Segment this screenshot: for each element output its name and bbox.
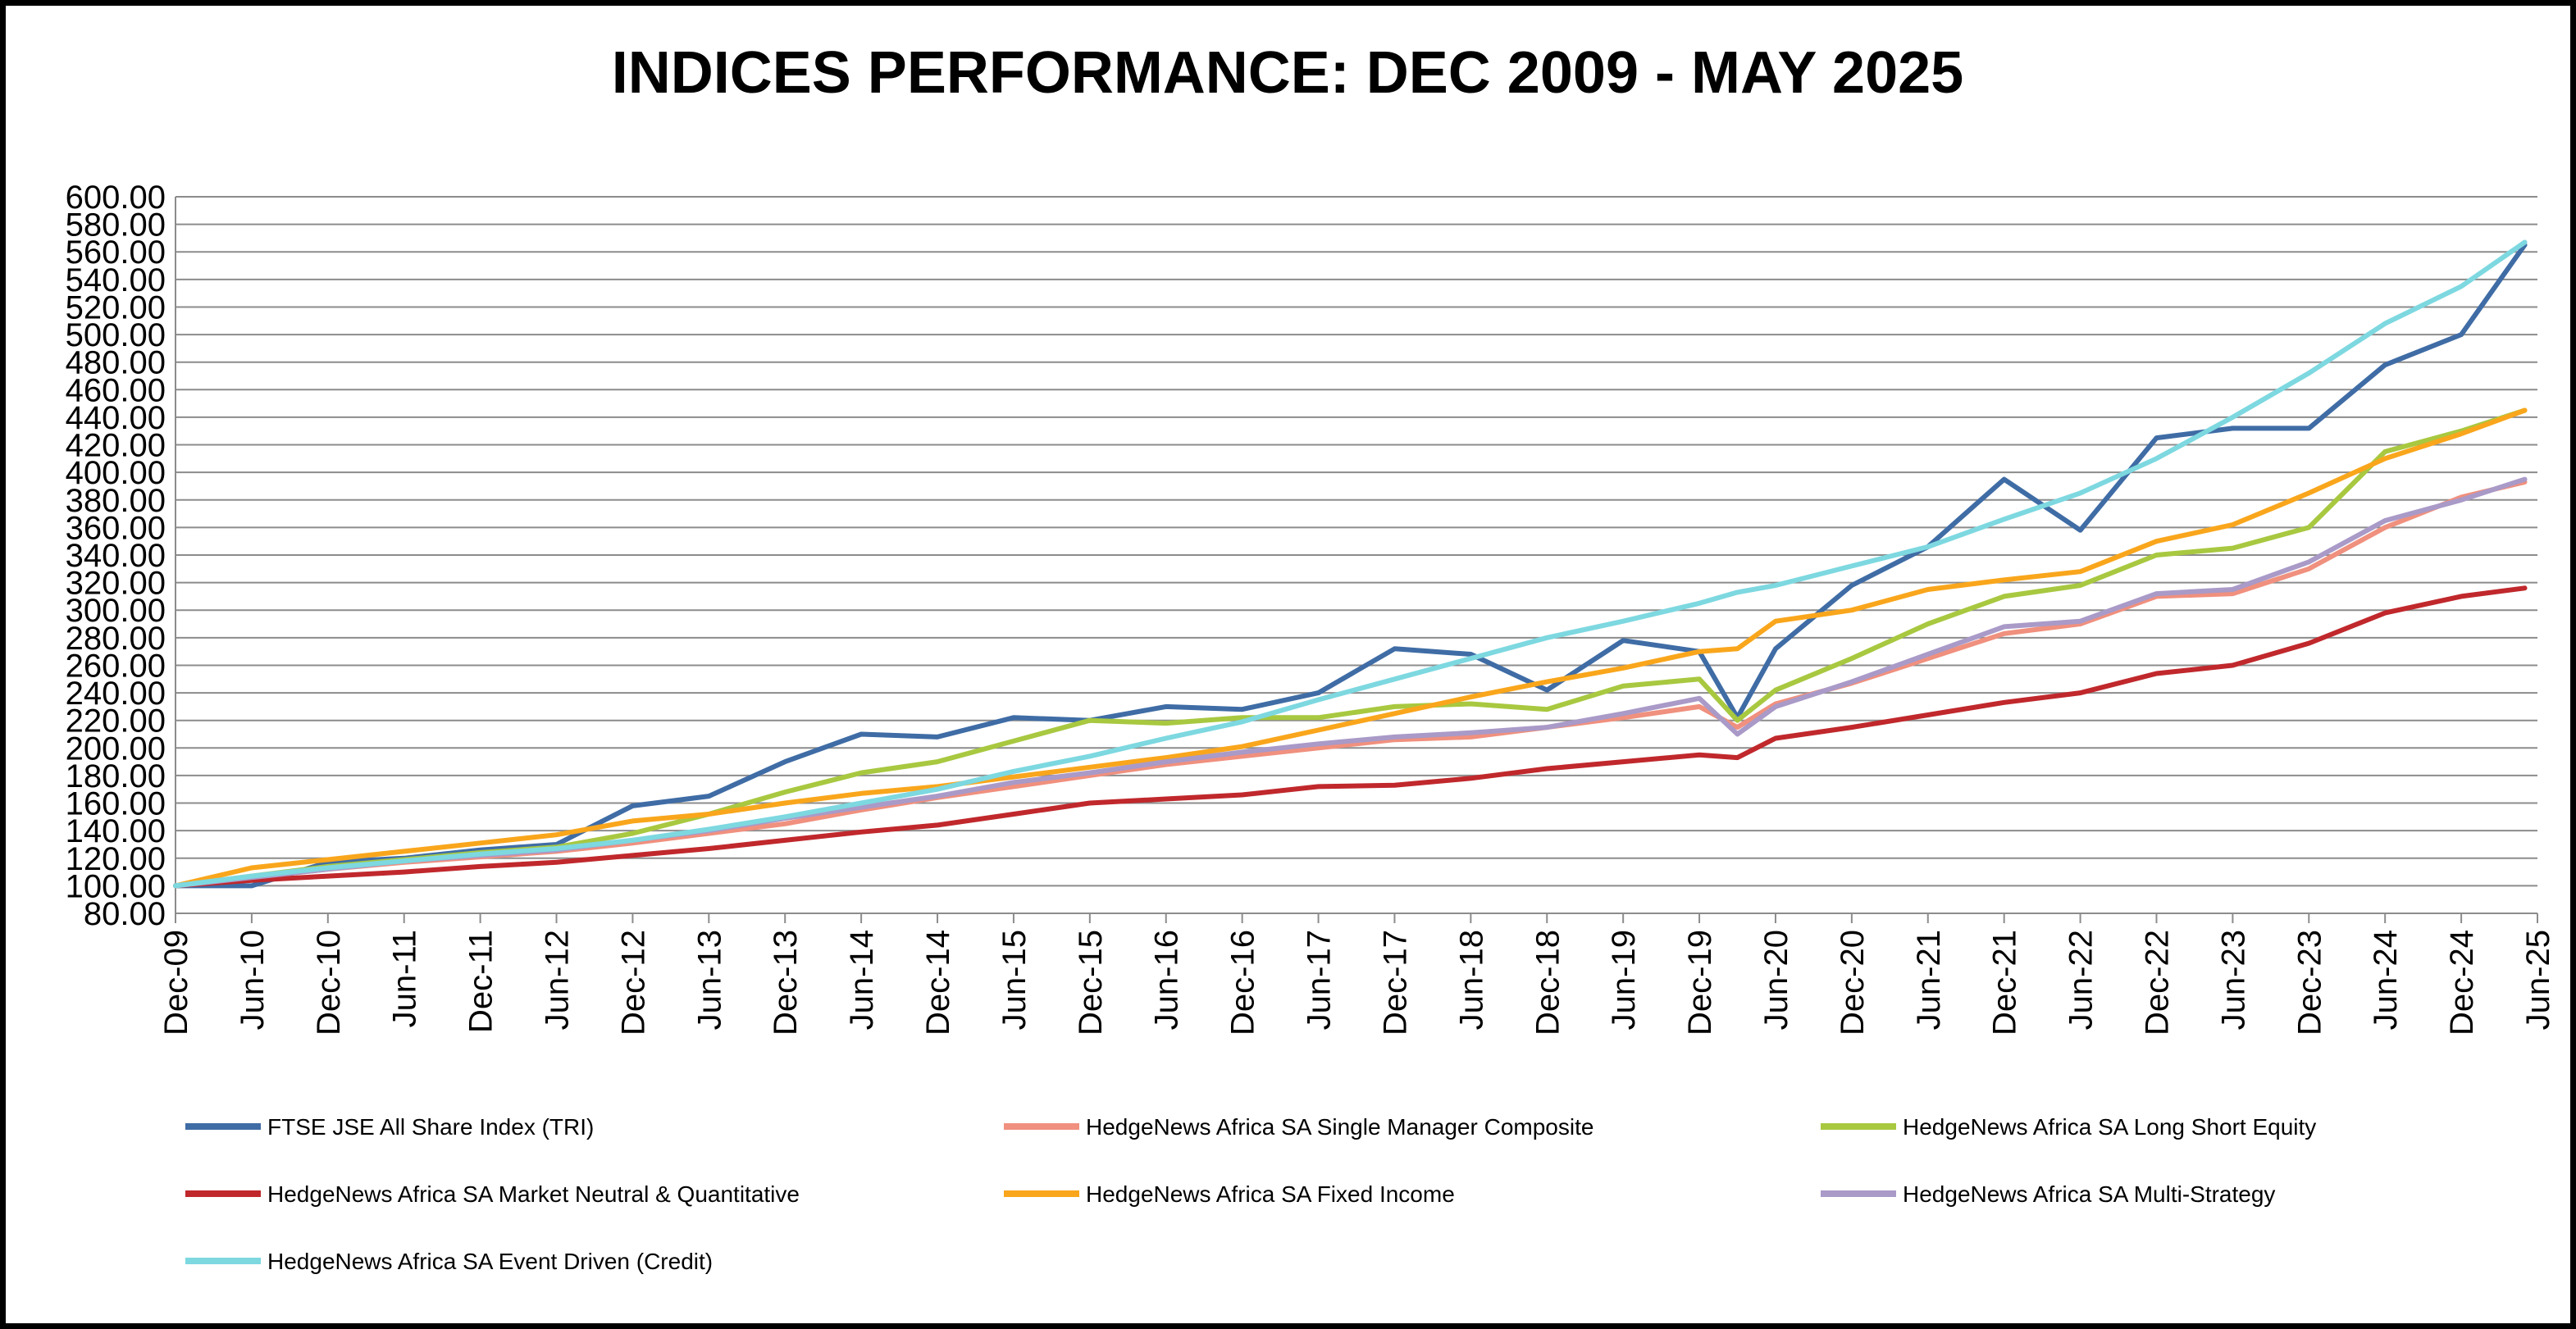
y-axis-ticks: 80.00100.00120.00140.00160.00180.00200.0… [66, 180, 166, 932]
x-tick-label: Jun-24 [2368, 930, 2404, 1030]
y-tick-label: 140.00 [66, 813, 166, 849]
series-line-6 [173, 239, 2528, 889]
y-tick-label: 80.00 [84, 896, 166, 932]
series-line-3 [173, 585, 2528, 889]
y-tick-label: 560.00 [66, 234, 166, 271]
x-axis-ticks: Dec-09 Jun-10 Dec-10 Jun-11 Dec-11 Jun-12 Dec-… [158, 913, 2556, 1035]
y-tick-label: 320.00 [66, 566, 166, 602]
x-tick-label: Dec-16 [1225, 930, 1261, 1035]
x-tick-label: Dec-11 [463, 930, 499, 1033]
x-tick-label: Dec-14 [920, 930, 956, 1035]
y-tick-label: 280.00 [66, 621, 166, 657]
x-tick-label: Jun-11 [387, 930, 423, 1027]
y-tick-label: 160.00 [66, 786, 166, 822]
y-tick-label: 360.00 [66, 510, 166, 546]
series-line-2 [173, 407, 2528, 889]
y-tick-label: 260.00 [66, 648, 166, 684]
x-tick-label: Dec-15 [1073, 930, 1109, 1035]
x-tick-label: Jun-14 [844, 930, 880, 1030]
x-tick-label: Dec-17 [1377, 930, 1413, 1035]
legend-label: HedgeNews Africa SA Long Short Equity [1903, 1114, 2316, 1140]
y-tick-label: 240.00 [66, 676, 166, 712]
y-tick-label: 220.00 [66, 703, 166, 740]
x-tick-label: Dec-10 [311, 930, 347, 1035]
y-tick-label: 380.00 [66, 483, 166, 519]
x-tick-label: Dec-21 [1987, 930, 2023, 1035]
legend-label: HedgeNews Africa SA Single Manager Compo… [1086, 1114, 1593, 1140]
legend: FTSE JSE All Share Index (TRI) HedgeNews … [185, 1114, 2316, 1274]
axes [175, 197, 2537, 914]
x-tick-label: Jun-25 [2520, 930, 2556, 1030]
y-tick-label: 600.00 [66, 180, 166, 216]
legend-label: HedgeNews Africa SA Fixed Income [1086, 1181, 1455, 1207]
x-tick-label: Jun-21 [1911, 930, 1947, 1030]
x-tick-label: Jun-10 [235, 930, 271, 1030]
legend-label: HedgeNews Africa SA Market Neutral & Qua… [267, 1181, 800, 1207]
series-line-0 [173, 242, 2528, 889]
y-tick-label: 480.00 [66, 345, 166, 381]
y-tick-label: 300.00 [66, 593, 166, 629]
x-tick-label: Jun-19 [1606, 930, 1642, 1030]
y-tick-label: 200.00 [66, 730, 166, 767]
x-tick-label: Dec-13 [768, 930, 804, 1035]
y-tick-label: 100.00 [66, 868, 166, 904]
x-tick-label: Dec-20 [1835, 930, 1871, 1035]
series-lines [173, 239, 2528, 889]
x-tick-label: Jun-18 [1453, 930, 1489, 1030]
x-tick-label: Dec-18 [1530, 930, 1566, 1035]
legend-label: HedgeNews Africa SA Multi-Strategy [1903, 1181, 2275, 1207]
x-tick-label: Jun-17 [1302, 930, 1338, 1030]
x-tick-label: Dec-12 [615, 930, 651, 1035]
chart-title: INDICES PERFORMANCE: DEC 2009 - MAY 2025 [612, 40, 1963, 106]
x-tick-label: Jun-16 [1149, 930, 1185, 1030]
y-tick-label: 420.00 [66, 428, 166, 464]
x-tick-label: Dec-19 [1682, 930, 1718, 1035]
x-tick-label: Dec-24 [2444, 930, 2480, 1035]
x-tick-label: Dec-23 [2291, 930, 2328, 1035]
legend-label: FTSE JSE All Share Index (TRI) [267, 1114, 594, 1140]
y-tick-label: 400.00 [66, 455, 166, 491]
y-tick-label: 540.00 [66, 262, 166, 298]
x-tick-label: Jun-22 [2063, 930, 2100, 1030]
series-line-4 [173, 407, 2528, 889]
y-tick-label: 500.00 [66, 317, 166, 353]
x-tick-label: Jun-12 [540, 930, 576, 1030]
y-tick-label: 120.00 [66, 841, 166, 877]
x-tick-label: Dec-22 [2139, 930, 2175, 1035]
x-tick-label: Jun-23 [2215, 930, 2251, 1030]
series-line-1 [173, 479, 2528, 889]
y-tick-label: 580.00 [66, 207, 166, 243]
legend-label: HedgeNews Africa SA Event Driven (Credit… [267, 1249, 713, 1274]
y-tick-label: 340.00 [66, 538, 166, 574]
y-tick-label: 520.00 [66, 289, 166, 325]
x-tick-label: Jun-20 [1758, 930, 1794, 1030]
x-tick-label: Dec-09 [158, 930, 194, 1035]
y-tick-label: 180.00 [66, 758, 166, 794]
x-tick-label: Jun-13 [691, 930, 727, 1030]
y-tick-label: 440.00 [66, 400, 166, 436]
x-tick-label: Jun-15 [996, 930, 1033, 1030]
y-tick-label: 460.00 [66, 372, 166, 408]
